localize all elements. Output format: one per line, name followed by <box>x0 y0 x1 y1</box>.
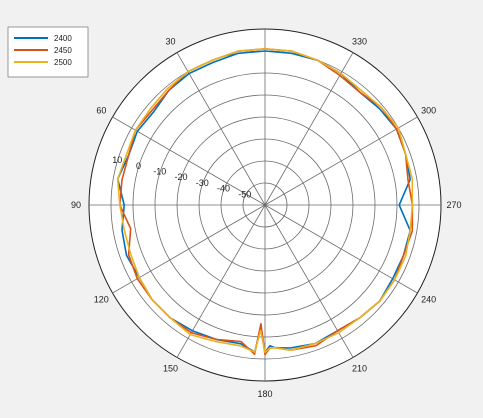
radius-tick-label: 10 <box>112 155 122 165</box>
radius-tick-label: -50 <box>238 189 251 199</box>
series-line-2500 <box>116 48 414 354</box>
angle-tick-label: 30 <box>165 36 175 46</box>
radius-tick-label: -10 <box>153 167 166 177</box>
legend-label: 2400 <box>54 34 72 43</box>
legend: 2400 2450 2500 <box>7 26 89 78</box>
radius-tick-label: 0 <box>136 161 141 171</box>
legend-box <box>7 26 89 78</box>
angular-gridline <box>264 116 418 206</box>
legend-label: 2500 <box>54 58 72 67</box>
angle-tick-label: 300 <box>421 106 436 116</box>
radius-tick-label: -40 <box>217 184 230 194</box>
angle-tick-label: 180 <box>257 389 272 399</box>
angular-gridline <box>264 52 354 206</box>
angle-tick-label: 60 <box>96 106 106 116</box>
radius-tick-label: -30 <box>196 178 209 188</box>
angle-tick-label: 330 <box>352 36 367 46</box>
angle-tick-label: 240 <box>421 295 436 305</box>
angle-tick-label: 210 <box>352 364 367 374</box>
angle-tick-label: 150 <box>163 364 178 374</box>
angular-gridline <box>176 52 266 206</box>
angle-tick-label: 270 <box>446 200 461 210</box>
angle-tick-label: 120 <box>94 295 109 305</box>
legend-label: 2450 <box>54 46 72 55</box>
angle-tick-label: 90 <box>71 200 81 210</box>
radius-tick-label: -20 <box>174 172 187 182</box>
